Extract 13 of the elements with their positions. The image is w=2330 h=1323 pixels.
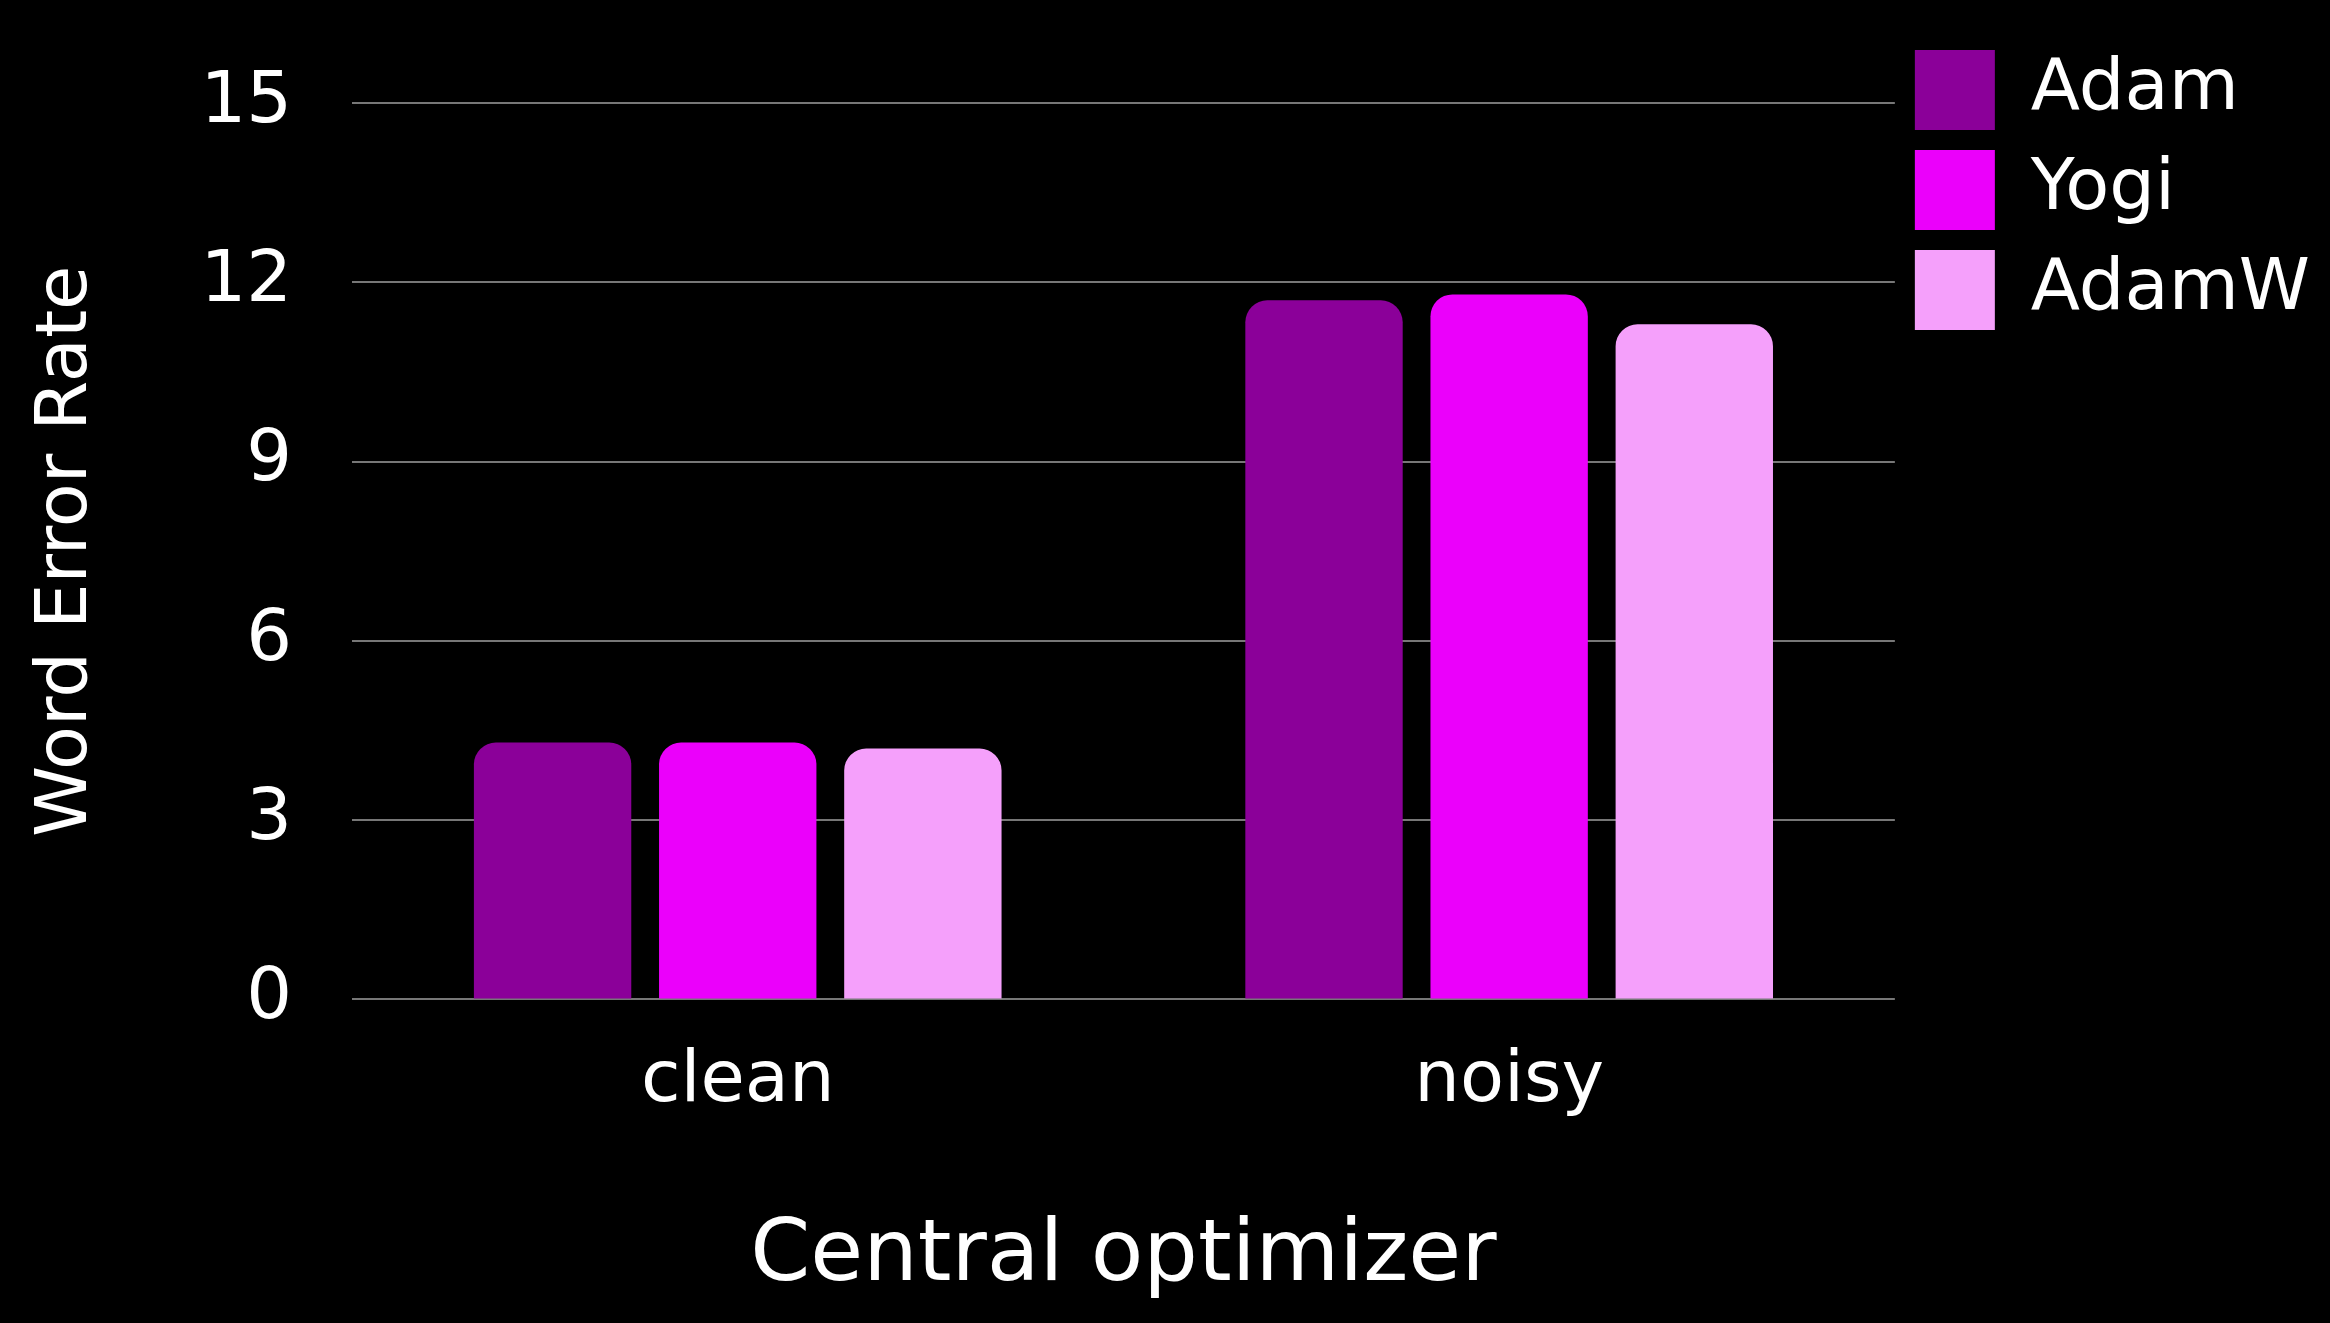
legend-label: Adam	[2030, 41, 2239, 126]
legend-label: Yogi	[2029, 141, 2176, 226]
y-tick-label: 0	[246, 951, 293, 1036]
y-tick-label: 9	[246, 413, 293, 498]
y-tick-label: 3	[246, 771, 293, 856]
y-axis-title: Word Error Rate	[18, 265, 103, 838]
x-tick-label: noisy	[1414, 1034, 1605, 1119]
x-axis-title: Central optimizer	[750, 1199, 1498, 1300]
y-tick-label: 6	[246, 592, 293, 677]
x-tick-label: clean	[640, 1034, 835, 1119]
y-tick-label: 15	[200, 54, 293, 139]
y-tick-label: 12	[200, 234, 293, 319]
legend-label: AdamW	[2030, 241, 2310, 326]
